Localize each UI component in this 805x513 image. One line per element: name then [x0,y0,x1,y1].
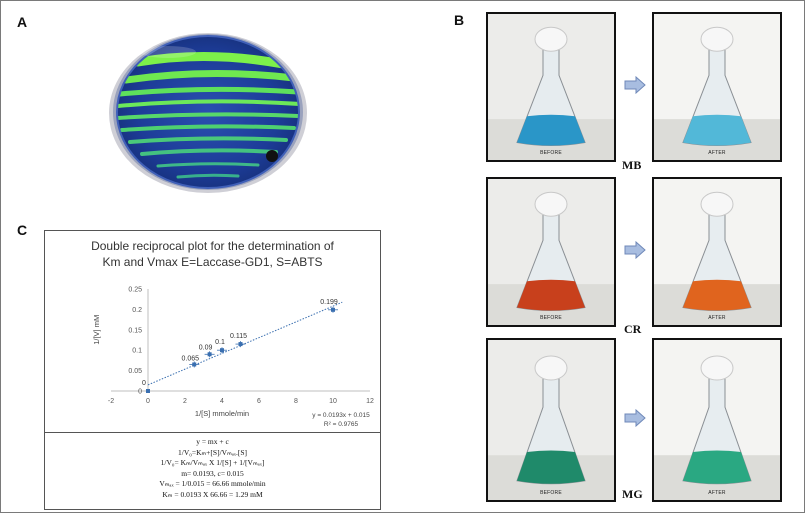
x-tick-label: 4 [220,398,224,405]
trendline [147,301,343,386]
y-tick-label: 0.1 [132,348,142,355]
dye-label-cr: CR [624,322,642,336]
x-tick-label: 10 [329,398,337,405]
y-tick-label: 0.2 [132,307,142,314]
flask-caption-before: BEFORE [540,150,562,156]
right-arrow-icon [624,241,646,259]
flask-caption-before: BEFORE [540,490,562,496]
data-point [207,352,212,357]
right-arrow-icon [624,76,646,94]
dye-label-mb: MB [622,158,642,172]
flask-photo-cr-before: BEFORE [486,177,616,327]
flask-photo-cr-after: AFTER [652,177,782,327]
panel-c-label: C [17,222,28,238]
y-tick-label: 0.25 [128,287,142,294]
y-tick-label: 0.05 [128,368,142,375]
flask-caption-after: AFTER [708,150,726,156]
equation-box: y = mx + c 1/V₀=Kₘ+[S]/Vₘₐₓ.[S] 1/V₀= Kₘ… [44,432,381,510]
flask-photo-mg-before: BEFORE [486,338,616,502]
x-tick-label: 2 [183,398,187,405]
y-axis-label: 1/[V] mM [92,315,101,345]
x-tick-label: 0 [146,398,150,405]
trendline-equation: y = 0.0193x + 0.015 [312,412,370,419]
data-point [146,389,150,393]
data-label: 0.09 [199,344,213,351]
chart-title-line1: Double reciprocal plot for the determina… [91,239,334,253]
equation-line-1: y = mx + c [196,437,229,446]
r-squared-label: R² = 0.9765 [324,421,359,428]
flask-caption-before: BEFORE [540,315,562,321]
data-label: 0.1 [215,339,225,346]
data-label: 0.065 [181,355,199,362]
data-label: 0 [142,380,146,387]
x-tick-label: 6 [257,398,261,405]
x-axis-label: 1/[S] mmole/min [195,409,249,418]
panel-b-label: B [454,12,465,28]
equation-line-4: m= 0.0193, c= 0.015 [181,468,244,478]
x-tick-label: -2 [108,398,114,405]
data-point [331,307,335,312]
equation-line-3: 1/V₀= Kₘ/Vₘₐₓ X 1/[S] + 1/[Vₘₐₓ] [160,458,265,467]
equation-line-5: Vₘₐₓ = 1/0.015 = 66.66 mmole/min [159,479,266,488]
x-tick-label: 8 [294,398,298,405]
right-arrow-icon [624,409,646,427]
data-point [238,342,243,347]
x-tick-label: 12 [366,398,374,405]
petri-dish-image [108,32,308,194]
equation-line-2: 1/V₀=Kₘ+[S]/Vₘₐₓ.[S] [177,447,248,457]
equation-line-6: Kₘ = 0.0193 X 66.66 = 1.29 mM [162,489,263,499]
flask-photo-mg-after: AFTER [652,338,782,502]
dye-label-mg: MG [622,487,643,501]
y-tick-label: 0.15 [128,327,142,334]
data-label: 0.115 [230,333,247,340]
chart-title-line2: Km and Vmax E=Laccase-GD1, S=ABTS [102,255,323,269]
flask-photo-mb-after: AFTER [652,12,782,162]
data-point [192,362,197,367]
flask-photo-mb-before: BEFORE [486,12,616,162]
panel-a-label: A [17,14,28,30]
data-label: 0.199 [320,299,338,306]
double-reciprocal-chart: Double reciprocal plot for the determina… [44,230,381,434]
data-point [220,348,224,353]
y-tick-label: 0 [138,389,142,396]
flask-caption-after: AFTER [708,490,726,496]
flask-caption-after: AFTER [708,315,726,321]
